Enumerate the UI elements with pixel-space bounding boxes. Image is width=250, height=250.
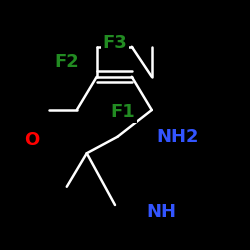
Text: F3: F3 (103, 34, 128, 52)
Text: F1: F1 (111, 103, 136, 121)
Text: F2: F2 (54, 53, 79, 71)
Text: NH2: NH2 (157, 128, 199, 146)
Text: O: O (24, 131, 40, 149)
Text: NH: NH (146, 203, 176, 221)
